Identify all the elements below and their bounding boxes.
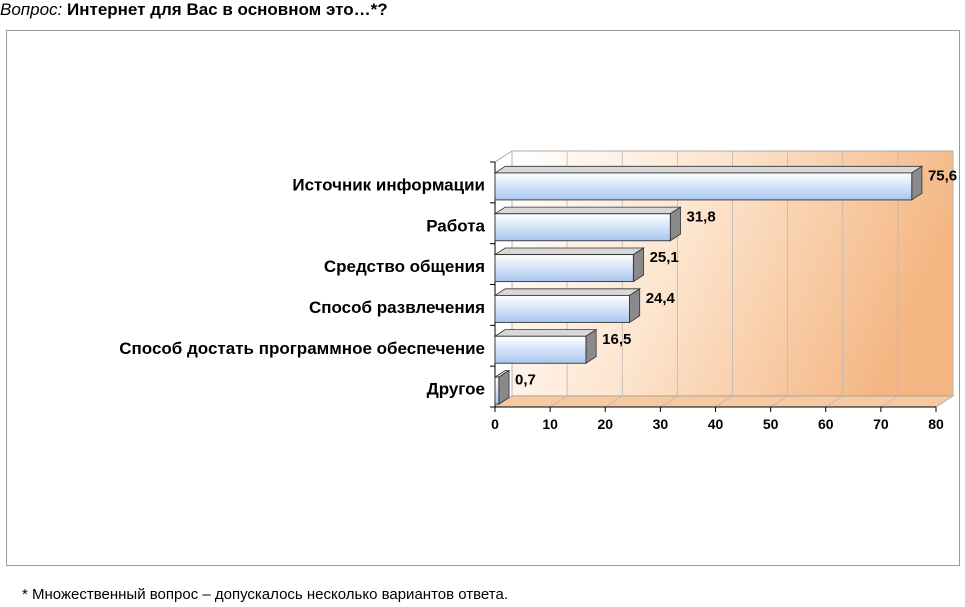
bar — [494, 213, 671, 242]
floor-gridline — [605, 395, 623, 408]
category-label: Работа — [426, 216, 485, 235]
bar — [494, 254, 634, 283]
data-label: 31,8 — [686, 208, 715, 225]
chart-frame: 0 10 20 30 40 50 60 70 80 Источник информации 75,6… — [6, 30, 960, 566]
bar-top-face — [493, 329, 598, 337]
bar — [494, 172, 913, 201]
question-prefix: Вопрос: — [0, 0, 63, 19]
x-tick-label: 30 — [653, 416, 669, 432]
floor-gridline — [935, 395, 954, 408]
floor-gridline — [660, 395, 678, 408]
category-label: Средство общения — [324, 257, 485, 276]
bar-top-face — [493, 288, 642, 296]
floor-gridline — [770, 395, 788, 408]
data-label: 25,1 — [650, 249, 679, 266]
question-text: Интернет для Вас в основном это…*? — [67, 0, 388, 19]
data-label: 75,6 — [928, 167, 957, 184]
bar — [494, 335, 587, 364]
x-tick-label: 60 — [818, 416, 834, 432]
x-tick-label: 10 — [542, 416, 558, 432]
x-tick-label: 70 — [873, 416, 889, 432]
bar — [494, 294, 630, 323]
category-label: Способ достать программное обеспечение — [119, 339, 485, 358]
data-label: 0,7 — [515, 372, 536, 389]
footnote: * Множественный вопрос – допускалось нес… — [22, 586, 508, 603]
x-tick-label: 0 — [491, 416, 499, 432]
category-label: Источник информации — [292, 175, 485, 194]
data-label: 24,4 — [646, 290, 676, 307]
floor-gridline — [715, 395, 733, 408]
x-tick-label: 80 — [928, 416, 944, 432]
data-label: 16,5 — [602, 331, 631, 348]
bar-top-face — [493, 165, 924, 174]
category-label: Другое — [427, 380, 485, 399]
x-tick-label: 40 — [708, 416, 724, 432]
floor-gridline — [880, 395, 899, 408]
question-title: Вопрос: Интернет для Вас в основном это…… — [0, 0, 388, 22]
bar-top-face — [493, 247, 645, 255]
floor-gridline — [549, 395, 568, 408]
x-tick-label: 20 — [597, 416, 613, 432]
bar — [494, 376, 500, 405]
bar-top-face — [493, 206, 682, 215]
category-label: Способ развлечения — [309, 298, 485, 317]
floor-gridline — [825, 395, 843, 408]
x-tick-label: 50 — [763, 416, 779, 432]
bar-chart: 0 10 20 30 40 50 60 70 80 Источник информации 75,6… — [119, 150, 957, 432]
